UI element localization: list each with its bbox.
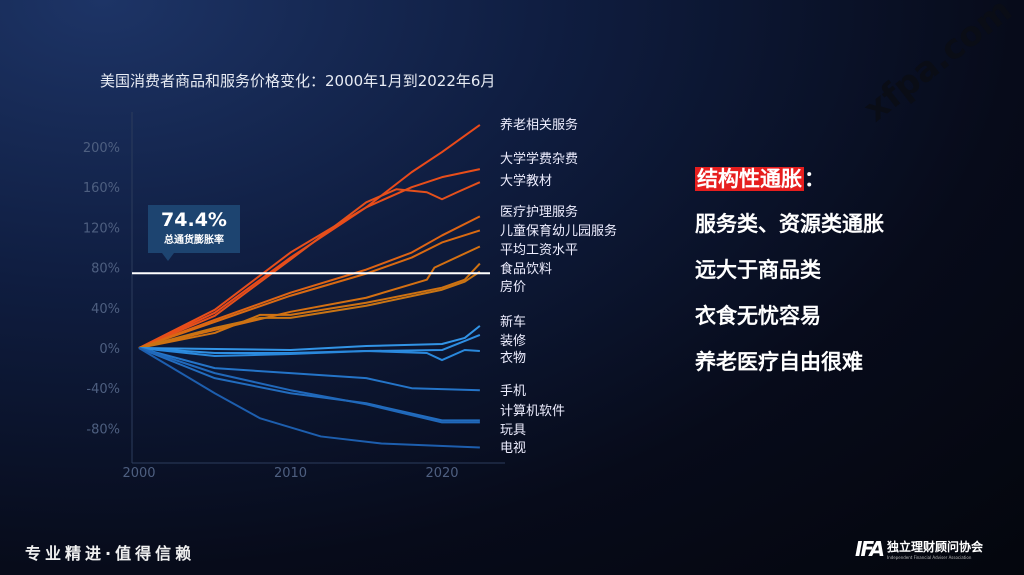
chart-title: 美国消费者商品和服务价格变化：2000年1月到2022年6月 xyxy=(100,72,496,90)
series-label: 食品饮料 xyxy=(500,262,553,277)
inflation-annotation: 74.4% 总通货膨胀率 xyxy=(148,205,240,261)
y-tick-label: 40% xyxy=(91,302,120,317)
series-label: 衣物 xyxy=(500,351,527,366)
series-label: 儿童保育幼儿园服务 xyxy=(500,224,618,239)
slogan: 专业精进·值得信赖 xyxy=(25,544,196,563)
series-line-电视 xyxy=(138,347,480,449)
x-tick-label: 2000 xyxy=(122,466,155,481)
series-line-玩具 xyxy=(138,347,480,424)
right-line: 衣食无忧容易 xyxy=(695,304,821,328)
x-tick-label: 2010 xyxy=(274,466,307,481)
series-label: 装修 xyxy=(500,334,527,349)
logo-cn: 独立理财顾问协会 xyxy=(887,540,984,554)
series-label: 平均工资水平 xyxy=(500,243,579,258)
inflation-label: 总通货膨胀率 xyxy=(164,235,224,246)
highlight-text: 结构性通胀 xyxy=(695,167,804,191)
series-line-医疗护理服务 xyxy=(138,215,481,349)
y-tick-label: 80% xyxy=(91,262,120,277)
y-tick-label: 160% xyxy=(83,181,120,196)
x-tick-label: 2020 xyxy=(425,466,458,481)
series-label: 医疗护理服务 xyxy=(500,205,579,220)
ifa-logo: IFA 独立理财顾问协会 Independent Financial Advis… xyxy=(855,537,983,561)
series-line-衣物 xyxy=(138,347,480,362)
series-label: 房价 xyxy=(500,280,527,295)
y-tick-label: 120% xyxy=(83,221,120,236)
series-line-计算机软件 xyxy=(138,347,480,422)
series-label: 玩具 xyxy=(500,423,527,438)
series-label: 新车 xyxy=(500,315,527,330)
colon: ： xyxy=(804,167,825,191)
series-label: 手机 xyxy=(500,384,527,399)
series-label: 计算机软件 xyxy=(500,404,566,419)
series-label: 养老相关服务 xyxy=(500,118,579,133)
series-line-大学教材 xyxy=(138,181,481,349)
y-tick-label: -80% xyxy=(86,422,120,437)
series-line-平均工资水平 xyxy=(138,245,481,349)
right-heading: 结构性通胀： xyxy=(695,163,825,193)
series-line-新车 xyxy=(138,325,481,352)
series-label: 大学学费杂费 xyxy=(500,152,579,167)
series-label: 大学教材 xyxy=(500,174,553,189)
logo-en: Independent Financial Adviser Associatio… xyxy=(887,555,972,560)
y-tick-label: 0% xyxy=(99,342,120,357)
series-line-手机 xyxy=(138,347,480,392)
right-line: 服务类、资源类通胀 xyxy=(695,212,884,236)
logo-mark: IFA xyxy=(855,537,885,561)
series-line-大学学费杂费 xyxy=(138,168,481,349)
y-tick-label: -40% xyxy=(86,382,120,397)
right-line: 养老医疗自由很难 xyxy=(695,350,863,374)
y-tick-label: 200% xyxy=(83,141,120,156)
series-label: 电视 xyxy=(500,441,527,456)
series-line-房价 xyxy=(138,270,481,349)
series-line-食品饮料 xyxy=(138,262,481,349)
inflation-value: 74.4% xyxy=(161,209,227,231)
right-line: 远大于商品类 xyxy=(695,258,821,282)
